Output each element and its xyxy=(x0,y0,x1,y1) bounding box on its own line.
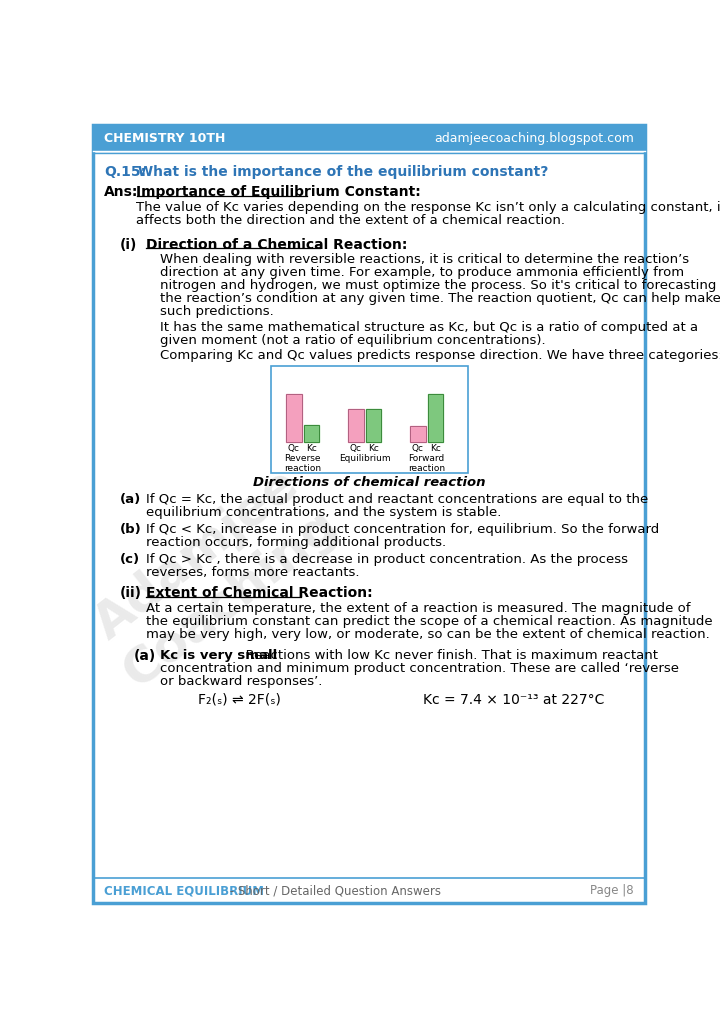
Text: Qc: Qc xyxy=(412,444,424,453)
Text: Direction of a Chemical Reaction:: Direction of a Chemical Reaction: xyxy=(145,237,408,251)
Bar xyxy=(93,125,645,152)
Text: Kc: Kc xyxy=(306,444,317,453)
Text: Ans:: Ans: xyxy=(104,185,138,200)
Text: the equilibrium constant can predict the scope of a chemical reaction. As magnit: the equilibrium constant can predict the… xyxy=(145,615,712,628)
Text: Page |8: Page |8 xyxy=(590,884,634,897)
Text: direction at any given time. For example, to produce ammonia efficiently from: direction at any given time. For example… xyxy=(160,266,684,279)
Text: Comparing Kc and Qc values predicts response direction. We have three categories: Comparing Kc and Qc values predicts resp… xyxy=(160,349,720,362)
Text: Importance of Equilibrium Constant:: Importance of Equilibrium Constant: xyxy=(137,185,421,200)
Text: reaction occurs, forming additional products.: reaction occurs, forming additional prod… xyxy=(145,536,446,550)
Bar xyxy=(304,425,320,442)
Bar xyxy=(366,409,382,442)
Text: concentration and minimum product concentration. These are called ‘reverse: concentration and minimum product concen… xyxy=(160,662,679,675)
Text: the reaction’s condition at any given time. The reaction quotient, Qc can help m: the reaction’s condition at any given ti… xyxy=(160,292,720,305)
Bar xyxy=(410,427,426,442)
Text: (b): (b) xyxy=(120,523,141,536)
Text: Q.15:: Q.15: xyxy=(104,165,146,179)
Text: such predictions.: such predictions. xyxy=(160,305,274,319)
Text: - Short / Detailed Question Answers: - Short / Detailed Question Answers xyxy=(226,884,441,897)
Text: affects both the direction and the extent of a chemical reaction.: affects both the direction and the exten… xyxy=(137,214,565,227)
Text: given moment (not a ratio of equilibrium concentrations).: given moment (not a ratio of equilibrium… xyxy=(160,334,545,347)
Text: reverses, forms more reactants.: reverses, forms more reactants. xyxy=(145,566,359,579)
Text: What is the importance of the equilibrium constant?: What is the importance of the equilibriu… xyxy=(133,165,549,179)
Bar xyxy=(366,409,382,442)
Text: Kc: Kc xyxy=(368,444,379,453)
Text: Equilibrium: Equilibrium xyxy=(339,454,390,463)
Text: may be very high, very low, or moderate, so can be the extent of chemical reacti: may be very high, very low, or moderate,… xyxy=(145,628,709,641)
Bar xyxy=(348,409,364,442)
Text: It has the same mathematical structure as Kc, but Qc is a ratio of computed at a: It has the same mathematical structure a… xyxy=(160,321,698,334)
Text: If Qc = Kc, the actual product and reactant concentrations are equal to the: If Qc = Kc, the actual product and react… xyxy=(145,494,648,506)
Text: Reverse
reaction: Reverse reaction xyxy=(284,454,321,473)
Text: or backward responses’.: or backward responses’. xyxy=(160,675,322,688)
Bar xyxy=(428,394,444,442)
Text: The value of Kc varies depending on the response Kc isn’t only a calculating con: The value of Kc varies depending on the … xyxy=(137,201,720,214)
Text: (ii): (ii) xyxy=(120,586,141,601)
Text: adamjeecoaching.blogspot.com: adamjeecoaching.blogspot.com xyxy=(434,131,634,145)
Bar xyxy=(286,394,302,442)
Text: Qc: Qc xyxy=(288,444,300,453)
Text: If Qc < Kc, increase in product concentration for, equilibrium. So the forward: If Qc < Kc, increase in product concentr… xyxy=(145,523,659,536)
Text: CHEMISTRY 10TH: CHEMISTRY 10TH xyxy=(104,131,225,145)
Text: Adamjee
Coaching: Adamjee Coaching xyxy=(80,456,348,697)
Text: nitrogen and hydrogen, we must optimize the process. So it's critical to forecas: nitrogen and hydrogen, we must optimize … xyxy=(160,279,716,292)
Bar xyxy=(271,366,468,472)
Text: (i): (i) xyxy=(120,237,137,251)
Bar xyxy=(428,394,444,442)
Text: Directions of chemical reaction: Directions of chemical reaction xyxy=(253,476,485,490)
Text: (a): (a) xyxy=(133,648,156,663)
Text: Kc = 7.4 × 10⁻¹³ at 227°C: Kc = 7.4 × 10⁻¹³ at 227°C xyxy=(423,692,605,706)
Text: If Qc > Kc , there is a decrease in product concentration. As the process: If Qc > Kc , there is a decrease in prod… xyxy=(145,554,628,566)
Bar xyxy=(304,425,320,442)
Text: When dealing with reversible reactions, it is critical to determine the reaction: When dealing with reversible reactions, … xyxy=(160,253,689,266)
Text: F₂(ₛ) ⇌ 2F(ₛ): F₂(ₛ) ⇌ 2F(ₛ) xyxy=(199,692,282,706)
Text: Kc is very small: Kc is very small xyxy=(160,648,277,662)
Bar xyxy=(410,427,426,442)
Text: equilibrium concentrations, and the system is stable.: equilibrium concentrations, and the syst… xyxy=(145,506,501,519)
Text: Extent of Chemical Reaction:: Extent of Chemical Reaction: xyxy=(145,586,372,601)
Text: Kc: Kc xyxy=(431,444,441,453)
Bar xyxy=(348,409,364,442)
Text: (c): (c) xyxy=(120,554,140,566)
Text: Qc: Qc xyxy=(350,444,362,453)
Text: CHEMICAL EQUILIBRIUM: CHEMICAL EQUILIBRIUM xyxy=(104,884,264,897)
Text: (a): (a) xyxy=(120,494,140,506)
Text: : Reactions with low Kc never finish. That is maximum reactant: : Reactions with low Kc never finish. Th… xyxy=(238,648,658,662)
Bar xyxy=(286,394,302,442)
Text: Forward
reaction: Forward reaction xyxy=(408,454,445,473)
Text: At a certain temperature, the extent of a reaction is measured. The magnitude of: At a certain temperature, the extent of … xyxy=(145,602,690,615)
